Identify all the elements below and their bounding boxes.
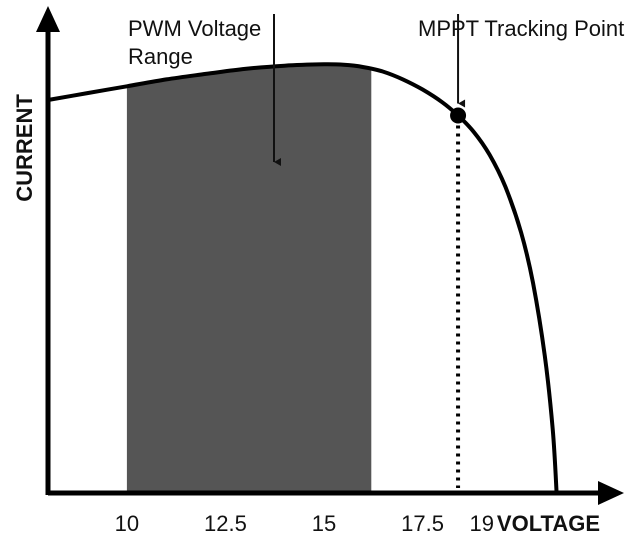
pwm-annotation: PWM Voltage Range	[128, 14, 281, 166]
pwm-annotation-line-1: PWM Voltage	[128, 16, 261, 41]
x-tick-label: 12.5	[204, 511, 247, 536]
series-line	[46, 62, 559, 495]
y-axis-title: CURRENT	[12, 94, 37, 202]
pwm-range-band	[126, 64, 372, 494]
x-axis-arrowhead	[598, 481, 624, 505]
x-axis-title: VOLTAGE	[497, 511, 600, 536]
axes	[36, 6, 624, 505]
x-tick-labels: 10 12.5 15 17.5 19	[115, 511, 494, 536]
x-tick-label: 10	[115, 511, 139, 536]
y-axis-arrowhead	[36, 6, 60, 32]
mppt-annotation-label: MPPT Tracking Point	[418, 16, 624, 41]
x-tick-label: 15	[312, 511, 336, 536]
pwm-annotation-line-2: Range	[128, 44, 193, 69]
mppt-tracking-point-marker	[450, 107, 467, 124]
x-tick-label: 19	[469, 511, 493, 536]
mppt-annotation: MPPT Tracking Point	[418, 14, 624, 108]
x-tick-label: 17.5	[401, 511, 444, 536]
